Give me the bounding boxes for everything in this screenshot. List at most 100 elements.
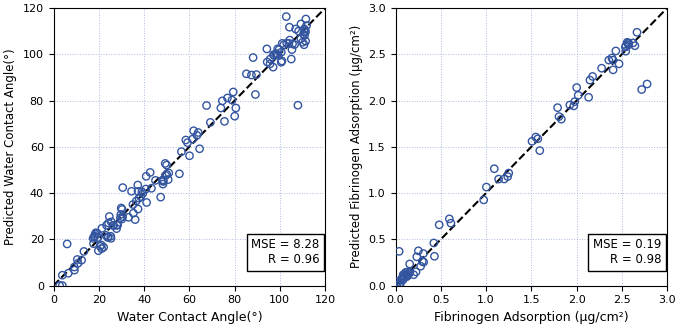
Point bbox=[402, 272, 413, 277]
Point bbox=[281, 14, 292, 19]
Point bbox=[284, 37, 295, 43]
Point bbox=[636, 87, 647, 92]
Y-axis label: Predicted Fibrinogen Adsorption (μg/cm²): Predicted Fibrinogen Adsorption (μg/cm²) bbox=[350, 25, 362, 269]
Point bbox=[250, 92, 261, 97]
Point bbox=[105, 234, 116, 239]
Point bbox=[630, 43, 641, 48]
Point bbox=[97, 226, 107, 231]
Point bbox=[411, 269, 422, 275]
Point bbox=[526, 139, 537, 144]
Point bbox=[282, 41, 292, 46]
Point bbox=[392, 282, 403, 287]
Point bbox=[89, 234, 100, 239]
Point bbox=[587, 74, 598, 79]
Point bbox=[444, 216, 455, 221]
Point bbox=[632, 30, 643, 35]
Point bbox=[284, 25, 295, 30]
Point bbox=[112, 222, 123, 228]
Point bbox=[413, 248, 424, 254]
Point bbox=[90, 232, 101, 237]
Point bbox=[391, 283, 402, 288]
Point bbox=[278, 42, 289, 48]
X-axis label: Water Contact Angle(°): Water Contact Angle(°) bbox=[116, 311, 262, 324]
Point bbox=[292, 103, 303, 108]
Point bbox=[265, 61, 275, 67]
Point bbox=[104, 214, 115, 219]
Point bbox=[163, 170, 174, 175]
Point bbox=[607, 55, 617, 61]
Point bbox=[394, 249, 405, 254]
Point bbox=[103, 220, 114, 226]
Point bbox=[96, 242, 107, 248]
Point bbox=[131, 198, 141, 204]
Point bbox=[608, 67, 619, 72]
Point bbox=[105, 236, 116, 241]
Point bbox=[219, 119, 230, 124]
Point bbox=[88, 234, 99, 239]
Point bbox=[201, 103, 212, 108]
Point bbox=[398, 274, 409, 279]
Point bbox=[101, 233, 112, 238]
Point bbox=[284, 41, 294, 46]
Point bbox=[117, 185, 128, 190]
Point bbox=[401, 274, 412, 279]
Point bbox=[271, 51, 282, 56]
Point bbox=[611, 48, 622, 53]
Point bbox=[69, 264, 80, 270]
Point bbox=[155, 195, 166, 200]
Point bbox=[180, 137, 191, 143]
Point bbox=[133, 182, 143, 188]
Point bbox=[135, 194, 146, 199]
Point bbox=[296, 21, 307, 27]
Point bbox=[106, 219, 117, 224]
Point bbox=[269, 53, 279, 58]
Point bbox=[116, 205, 126, 211]
Point bbox=[417, 259, 428, 264]
Point bbox=[295, 36, 306, 41]
Point bbox=[116, 212, 126, 217]
Point bbox=[434, 222, 445, 227]
Point bbox=[57, 283, 68, 288]
Point bbox=[216, 105, 226, 111]
Point bbox=[396, 277, 407, 282]
Point bbox=[158, 179, 169, 184]
Point bbox=[290, 26, 301, 31]
Point bbox=[301, 16, 311, 22]
Point bbox=[272, 46, 283, 51]
Point bbox=[128, 211, 139, 216]
Point bbox=[88, 241, 99, 246]
Point bbox=[623, 40, 634, 46]
Point bbox=[620, 45, 631, 50]
Point bbox=[160, 161, 171, 166]
Point bbox=[228, 89, 239, 94]
Point bbox=[133, 206, 143, 212]
Point bbox=[117, 207, 128, 212]
Point bbox=[268, 52, 279, 57]
Point bbox=[226, 97, 237, 103]
Point bbox=[187, 136, 198, 142]
Point bbox=[299, 33, 310, 38]
Point bbox=[554, 114, 564, 119]
Point bbox=[141, 174, 152, 179]
Point bbox=[568, 103, 579, 109]
Point bbox=[286, 47, 297, 52]
Point bbox=[163, 177, 173, 182]
Point bbox=[583, 95, 594, 100]
Point bbox=[116, 216, 127, 222]
Point bbox=[498, 176, 509, 182]
Text: MSE = 0.19
R = 0.98: MSE = 0.19 R = 0.98 bbox=[593, 238, 662, 266]
Point bbox=[623, 41, 634, 46]
Point bbox=[276, 60, 287, 65]
Point bbox=[251, 72, 262, 77]
Point bbox=[205, 120, 216, 125]
Point bbox=[404, 261, 415, 267]
Point bbox=[101, 223, 112, 228]
Point bbox=[141, 200, 152, 205]
Point bbox=[428, 240, 439, 246]
Point bbox=[123, 215, 134, 220]
Point bbox=[398, 272, 409, 277]
Point bbox=[133, 189, 143, 194]
Point bbox=[126, 189, 137, 194]
Point bbox=[277, 41, 288, 46]
Point bbox=[398, 273, 409, 278]
